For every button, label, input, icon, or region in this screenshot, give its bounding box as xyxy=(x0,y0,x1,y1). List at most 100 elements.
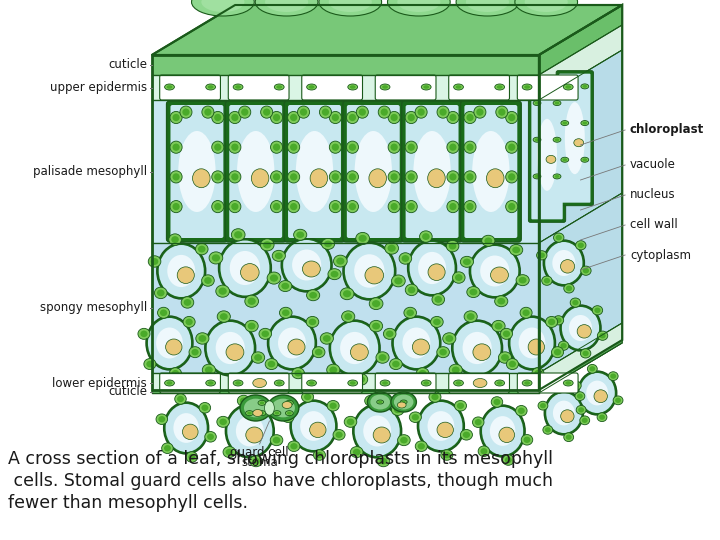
Ellipse shape xyxy=(273,410,281,416)
Ellipse shape xyxy=(251,169,269,188)
Ellipse shape xyxy=(251,352,265,363)
FancyBboxPatch shape xyxy=(160,75,220,100)
Ellipse shape xyxy=(155,287,167,299)
Ellipse shape xyxy=(329,141,341,153)
Ellipse shape xyxy=(369,169,387,188)
Ellipse shape xyxy=(594,308,600,313)
Ellipse shape xyxy=(378,106,390,118)
Ellipse shape xyxy=(555,318,562,323)
Ellipse shape xyxy=(282,238,332,292)
Ellipse shape xyxy=(279,281,292,292)
Ellipse shape xyxy=(554,384,564,393)
Ellipse shape xyxy=(428,264,445,280)
Ellipse shape xyxy=(473,379,487,388)
Ellipse shape xyxy=(577,242,584,248)
Ellipse shape xyxy=(330,271,338,278)
Ellipse shape xyxy=(452,367,459,373)
Ellipse shape xyxy=(170,141,182,153)
Ellipse shape xyxy=(229,141,241,153)
Ellipse shape xyxy=(247,411,252,415)
Ellipse shape xyxy=(260,401,264,404)
Ellipse shape xyxy=(329,0,372,12)
Ellipse shape xyxy=(611,374,616,379)
Ellipse shape xyxy=(408,240,456,296)
Ellipse shape xyxy=(564,102,585,174)
Ellipse shape xyxy=(463,259,471,265)
Ellipse shape xyxy=(467,173,474,180)
Ellipse shape xyxy=(388,171,400,183)
Ellipse shape xyxy=(561,410,574,423)
Ellipse shape xyxy=(552,250,575,276)
Ellipse shape xyxy=(406,309,414,316)
Ellipse shape xyxy=(451,320,503,376)
Ellipse shape xyxy=(423,381,429,385)
Ellipse shape xyxy=(367,392,393,412)
FancyBboxPatch shape xyxy=(343,101,404,242)
Ellipse shape xyxy=(273,203,280,210)
Ellipse shape xyxy=(214,114,222,121)
Ellipse shape xyxy=(170,200,182,213)
Ellipse shape xyxy=(348,203,356,210)
Ellipse shape xyxy=(394,318,439,368)
Ellipse shape xyxy=(202,275,215,286)
Ellipse shape xyxy=(457,403,464,409)
Ellipse shape xyxy=(460,256,474,267)
Ellipse shape xyxy=(307,84,317,90)
Polygon shape xyxy=(152,75,539,100)
Ellipse shape xyxy=(582,85,587,88)
Ellipse shape xyxy=(355,406,400,456)
Ellipse shape xyxy=(536,251,547,260)
Ellipse shape xyxy=(353,404,402,458)
Ellipse shape xyxy=(212,171,224,183)
Ellipse shape xyxy=(402,255,409,262)
Ellipse shape xyxy=(419,370,426,376)
Ellipse shape xyxy=(377,456,390,467)
Ellipse shape xyxy=(271,111,283,124)
Ellipse shape xyxy=(312,347,325,357)
Ellipse shape xyxy=(598,331,608,340)
Ellipse shape xyxy=(261,330,269,337)
Ellipse shape xyxy=(560,260,575,273)
Ellipse shape xyxy=(524,85,530,89)
Ellipse shape xyxy=(196,333,209,344)
Ellipse shape xyxy=(273,144,280,151)
Ellipse shape xyxy=(359,109,366,116)
Ellipse shape xyxy=(170,111,182,124)
Ellipse shape xyxy=(419,402,462,450)
Ellipse shape xyxy=(434,296,442,303)
Ellipse shape xyxy=(490,267,508,283)
Ellipse shape xyxy=(319,0,382,16)
Ellipse shape xyxy=(608,372,618,381)
Ellipse shape xyxy=(497,85,503,89)
Ellipse shape xyxy=(522,84,532,90)
Ellipse shape xyxy=(418,400,464,452)
Ellipse shape xyxy=(575,392,585,401)
Polygon shape xyxy=(152,243,539,373)
Ellipse shape xyxy=(332,203,339,210)
Ellipse shape xyxy=(582,268,589,273)
Ellipse shape xyxy=(495,323,503,329)
Ellipse shape xyxy=(207,434,214,440)
Ellipse shape xyxy=(553,137,561,142)
Ellipse shape xyxy=(553,316,564,325)
Ellipse shape xyxy=(437,106,449,118)
Ellipse shape xyxy=(175,394,186,404)
Ellipse shape xyxy=(255,0,318,16)
Ellipse shape xyxy=(346,111,359,124)
Ellipse shape xyxy=(554,102,559,105)
Polygon shape xyxy=(152,55,539,75)
Ellipse shape xyxy=(287,111,300,124)
Polygon shape xyxy=(152,5,622,55)
Ellipse shape xyxy=(216,332,245,364)
Ellipse shape xyxy=(408,203,415,210)
Ellipse shape xyxy=(508,173,516,180)
Ellipse shape xyxy=(447,200,459,213)
Ellipse shape xyxy=(390,359,402,369)
Ellipse shape xyxy=(146,361,153,367)
Ellipse shape xyxy=(169,368,181,379)
Ellipse shape xyxy=(144,359,156,369)
Ellipse shape xyxy=(225,449,233,455)
Ellipse shape xyxy=(173,144,180,151)
Ellipse shape xyxy=(268,361,275,367)
Ellipse shape xyxy=(535,102,539,105)
